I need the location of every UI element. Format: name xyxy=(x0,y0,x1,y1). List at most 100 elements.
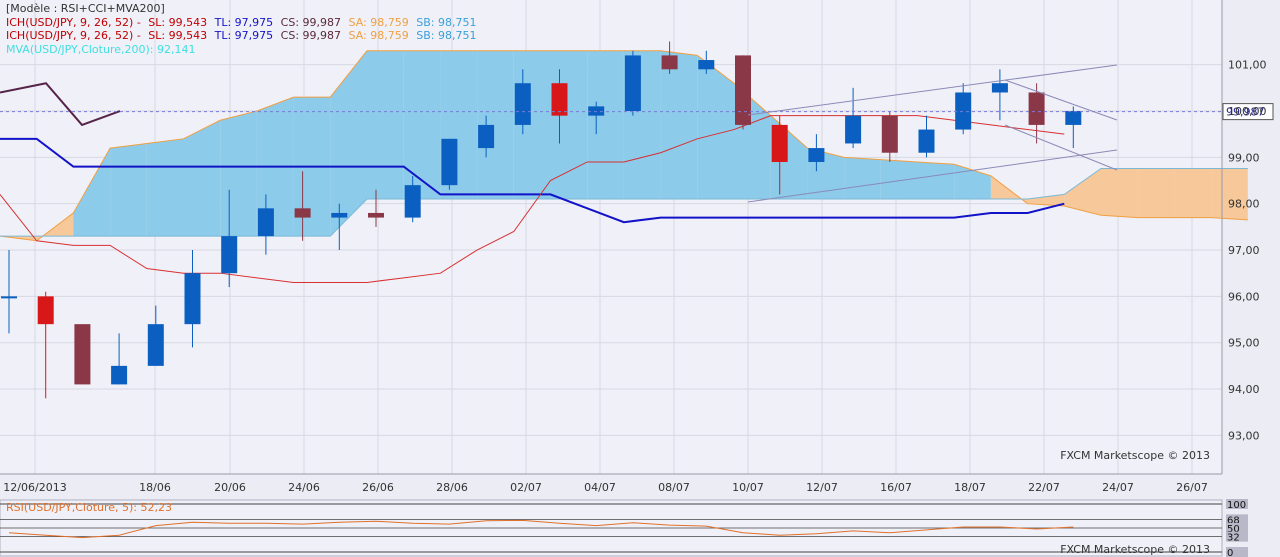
rsi-legend: RSI(USD/JPY,Cloture, 5): 52,23 xyxy=(6,501,172,514)
candle-body xyxy=(698,60,715,70)
candle-body xyxy=(368,212,384,218)
x-tick-label: 18/07 xyxy=(954,481,986,494)
cloud-segment xyxy=(954,164,991,200)
candle-body xyxy=(955,92,972,130)
x-tick-label: 16/07 xyxy=(880,481,912,494)
candle-body xyxy=(808,148,825,162)
candle-body xyxy=(845,115,862,144)
legend-ich-1: ICH(USD/JPY, 9, 26, 52) - SL: 99,543 TL:… xyxy=(6,15,477,29)
candle-body xyxy=(771,124,788,162)
legend-mva: MVA(USD/JPY,Cloture,200): 92,141 xyxy=(6,42,196,56)
candle-body xyxy=(331,212,348,218)
candle-body xyxy=(147,324,164,366)
candle-body xyxy=(881,115,898,153)
candle-body xyxy=(37,296,54,325)
x-tick-label: 24/07 xyxy=(1102,481,1134,494)
candle-body xyxy=(294,208,311,218)
rsi-level-tag xyxy=(1226,547,1248,557)
x-tick-label: 10/07 xyxy=(732,481,764,494)
candle-body xyxy=(624,55,641,112)
y-tick-label: 94,00 xyxy=(1228,383,1260,396)
rsi-level-label: 100 xyxy=(1227,500,1246,511)
current-price-label: 99,987 xyxy=(1226,106,1265,119)
x-tick-label: 04/07 xyxy=(584,481,616,494)
cloud-segment xyxy=(220,111,257,237)
candle-body xyxy=(661,55,678,70)
candle-body xyxy=(184,273,201,325)
x-tick-label: 26/07 xyxy=(1176,481,1208,494)
current-price-tag xyxy=(1222,103,1274,121)
cloud-segment xyxy=(1064,168,1101,216)
rsi-line xyxy=(8,519,1074,539)
x-tick-label: 12/07 xyxy=(806,481,838,494)
candle-body xyxy=(514,83,531,125)
y-tick-label: 97,00 xyxy=(1228,244,1260,257)
x-tick-label: 28/06 xyxy=(436,481,468,494)
trend-channel-line xyxy=(747,64,1118,116)
watermark-bottom: FXCM Marketscope © 2013 xyxy=(1060,543,1210,556)
candle-body xyxy=(991,83,1008,93)
candle-body xyxy=(441,138,458,186)
cloud-segment xyxy=(1027,194,1065,207)
cloud-segment xyxy=(73,148,111,237)
x-tick-label: 18/06 xyxy=(139,481,171,494)
x-tick-label: 24/06 xyxy=(288,481,320,494)
candle-body xyxy=(478,124,495,149)
y-tick-label: 96,00 xyxy=(1228,290,1260,303)
x-tick-label: 20/06 xyxy=(214,481,246,494)
rsi-level-label: 50 xyxy=(1227,524,1240,535)
trend-channel-line xyxy=(1004,124,1118,171)
y-tick-label: 93,00 xyxy=(1228,429,1260,442)
cloud-segment xyxy=(1101,168,1138,218)
candle-body xyxy=(111,365,128,385)
candle-body xyxy=(588,106,605,116)
y-tick-label: 100,00 xyxy=(1228,105,1267,118)
cloud-segment xyxy=(880,159,918,200)
cloud-segment xyxy=(1174,168,1212,218)
candle-body xyxy=(257,208,274,237)
kijun-line xyxy=(0,137,1065,224)
x-tick-label: 26/06 xyxy=(362,481,394,494)
x-tick-label: 08/07 xyxy=(658,481,690,494)
chart-legend: [Modèle : RSI+CCI+MVA200] ICH(USD/JPY, 9… xyxy=(6,2,480,56)
rsi-level-tag xyxy=(1226,499,1248,509)
candle-body xyxy=(1065,111,1082,125)
x-tick-label: 22/07 xyxy=(1028,481,1060,494)
watermark-top: FXCM Marketscope © 2013 xyxy=(1060,449,1210,462)
candle-body xyxy=(1028,92,1045,125)
cloud-segment xyxy=(917,161,955,200)
y-tick-label: 101,00 xyxy=(1228,59,1267,72)
y-tick-label: 95,00 xyxy=(1228,337,1260,350)
cloud-segment xyxy=(697,55,734,200)
cloud-segment xyxy=(844,157,881,200)
cloud-segment xyxy=(587,50,624,200)
x-tick-label: 02/07 xyxy=(510,481,542,494)
rsi-level-label: 0 xyxy=(1227,548,1233,557)
cloud-segment xyxy=(550,50,588,200)
cloud-segment xyxy=(403,50,441,200)
trend-channel-line xyxy=(1004,79,1118,121)
candle-body xyxy=(221,236,238,274)
cloud-segment xyxy=(146,138,184,237)
senkou-b-line xyxy=(0,167,1248,237)
cloud-segment xyxy=(660,50,698,200)
rsi-level-label: 32 xyxy=(1227,533,1240,544)
candle-body xyxy=(404,185,421,218)
candle-body xyxy=(735,55,751,125)
cloud-segment xyxy=(477,50,514,200)
cloud-segment xyxy=(1211,168,1248,220)
rsi-level-tag xyxy=(1226,523,1248,533)
cloud-segment xyxy=(367,50,404,200)
candle-body xyxy=(1,296,17,299)
senkou-a-line xyxy=(0,50,1248,242)
legend-ich-2: ICH(USD/JPY, 9, 26, 52) - SL: 99,543 TL:… xyxy=(6,29,477,42)
candle-body xyxy=(918,129,935,153)
cloud-segment xyxy=(110,143,147,237)
candle-body xyxy=(551,83,568,116)
rsi-level-tag xyxy=(1226,531,1248,542)
cloud-segment xyxy=(330,50,367,237)
cloud-segment xyxy=(1137,168,1175,218)
chikou-line xyxy=(0,82,121,127)
